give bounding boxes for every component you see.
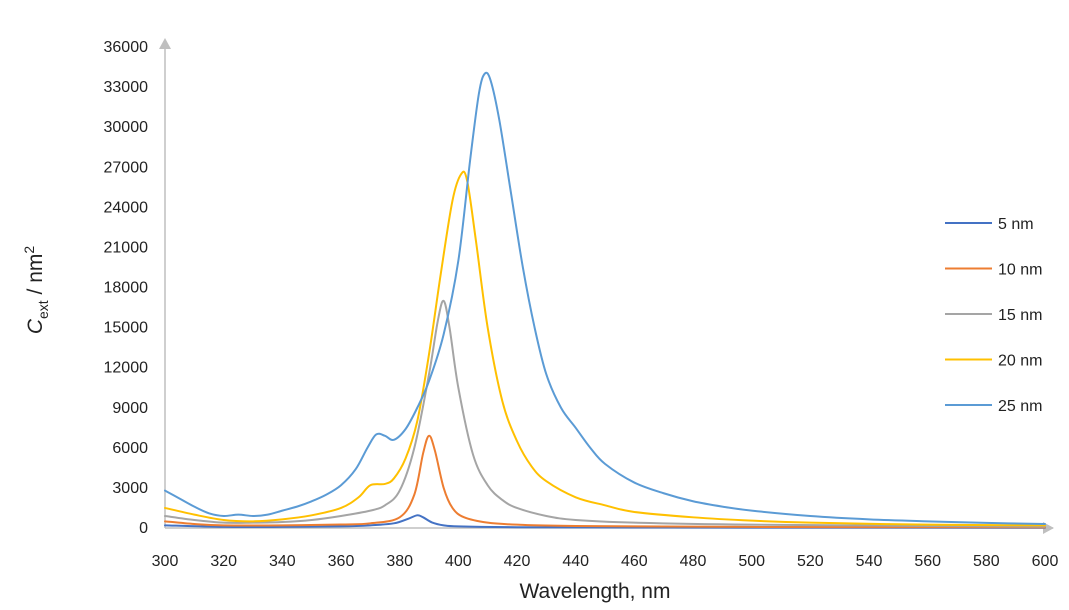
y-tick-label: 21000 bbox=[104, 239, 149, 256]
legend-label-4: 20 nm bbox=[998, 353, 1042, 370]
series-line-1 bbox=[164, 514, 1046, 529]
series-line-4 bbox=[164, 170, 1046, 527]
y-axis-title: Cext / nm2 bbox=[21, 246, 51, 335]
legend-label-1: 5 nm bbox=[998, 216, 1034, 233]
x-tick-label: 360 bbox=[328, 553, 355, 570]
y-axis-title-subscript: ext bbox=[35, 300, 51, 319]
y-axis-arrow bbox=[159, 38, 171, 49]
x-tick-label: 440 bbox=[562, 553, 589, 570]
x-tick-label: 520 bbox=[797, 553, 824, 570]
legend-label-3: 15 nm bbox=[998, 307, 1042, 324]
legend-label-2: 10 nm bbox=[998, 262, 1042, 279]
x-tick-label: 340 bbox=[269, 553, 296, 570]
x-tick-label: 320 bbox=[210, 553, 237, 570]
series-line-3 bbox=[164, 299, 1046, 528]
x-tick-label: 560 bbox=[914, 553, 941, 570]
x-tick-label: 540 bbox=[856, 553, 883, 570]
x-tick-label: 600 bbox=[1032, 553, 1059, 570]
y-tick-label: 30000 bbox=[104, 119, 149, 136]
series-line-2 bbox=[164, 434, 1046, 529]
x-tick-label: 460 bbox=[621, 553, 648, 570]
x-tick-label: 480 bbox=[680, 553, 707, 570]
series-line-5 bbox=[164, 71, 1046, 525]
y-tick-label: 12000 bbox=[104, 360, 149, 377]
y-axis-title-main: C bbox=[24, 318, 47, 334]
x-tick-label: 380 bbox=[386, 553, 413, 570]
x-axis-title: Wavelength, nm bbox=[520, 580, 671, 603]
y-tick-labels: 0 3000 6000 9000 12000 15000 18000 21000 24000 27… bbox=[104, 39, 149, 537]
x-tick-label: 420 bbox=[504, 553, 531, 570]
x-tick-labels: 300 320 340 360 380 400 420 440 460 480 500 520 540 5… bbox=[152, 553, 1059, 570]
legend: 5 nm 10 nm 15 nm 20 nm 25 nm bbox=[945, 216, 1042, 415]
svg-text:Cext / nm2: Cext / nm2 bbox=[21, 246, 51, 335]
y-axis-title-superscript: 2 bbox=[21, 246, 37, 254]
plot-area bbox=[159, 38, 1054, 534]
y-tick-label: 18000 bbox=[104, 280, 149, 297]
x-tick-label: 400 bbox=[445, 553, 472, 570]
legend-label-5: 25 nm bbox=[998, 398, 1042, 415]
y-tick-label: 15000 bbox=[104, 320, 149, 337]
y-tick-label: 27000 bbox=[104, 159, 149, 176]
y-tick-label: 9000 bbox=[112, 400, 148, 417]
x-tick-label: 300 bbox=[152, 553, 179, 570]
y-tick-label: 6000 bbox=[112, 440, 148, 457]
y-tick-label: 0 bbox=[139, 520, 148, 537]
y-tick-label: 24000 bbox=[104, 199, 149, 216]
y-tick-label: 3000 bbox=[112, 480, 148, 497]
x-tick-label: 500 bbox=[738, 553, 765, 570]
y-axis-title-unit: / nm bbox=[24, 254, 47, 301]
y-tick-label: 33000 bbox=[104, 79, 149, 96]
y-tick-label: 36000 bbox=[104, 39, 149, 56]
x-tick-label: 580 bbox=[973, 553, 1000, 570]
